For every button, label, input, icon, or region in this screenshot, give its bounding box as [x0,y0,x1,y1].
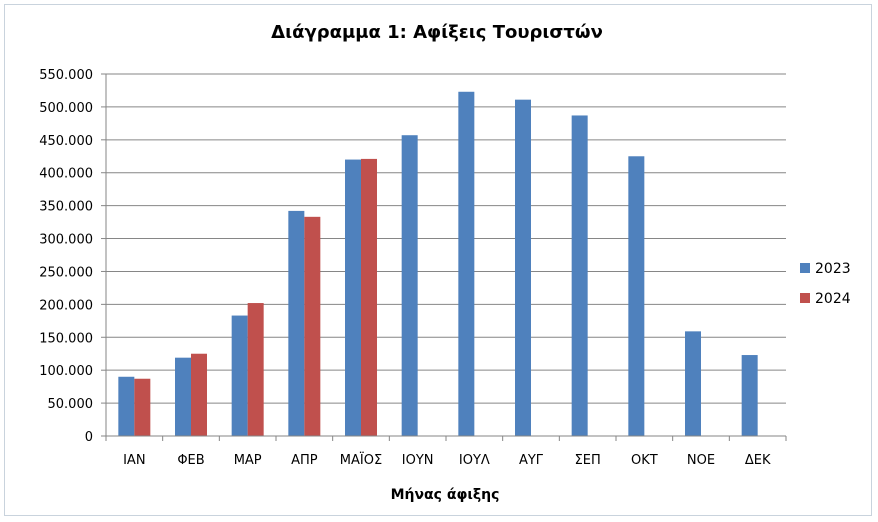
y-tick-label: 550.000 [39,68,93,83]
x-tick-label: ΑΥΓ [519,453,544,468]
bar-2024-ΜΑΡ [247,303,264,436]
x-tick-labels: ΙΑΝ ΦΕΒ ΜΑΡ ΑΠΡ ΜΑΪΟΣ ΙΟΥΝ ΙΟΥΛ ΑΥΓ ΣΕΠ ΟΚΤ ΝΟΕ ΔΕΚ [123,452,771,468]
axes [105,74,787,441]
bar-2023-ΝΟΕ [685,331,701,436]
legend-label-2023: 2023 [815,261,851,277]
y-tick-label: 250.000 [39,265,93,280]
x-tick-label: ΝΟΕ [687,453,715,468]
x-tick-label: ΣΕΠ [575,453,601,468]
bar-2024-ΙΑΝ [134,378,151,436]
x-tick-label: ΔΕΚ [745,453,771,468]
y-tick-label: 150.000 [39,331,93,346]
gridlines [101,73,786,437]
x-tick-label: ΑΠΡ [291,453,318,468]
bar-2024-ΜΑΪΟΣ [361,158,377,436]
x-axis-title: Μήνας άφιξης [391,487,500,503]
bar-2023-ΙΟΥΛ [458,91,475,437]
bars [118,91,758,437]
bar-2023-ΟΚΤ [628,156,645,437]
bar-2023-ΙΑΝ [118,376,135,436]
y-tick-label: 50.000 [48,397,94,412]
bar-2023-ΔΕΚ [741,355,758,436]
bar-2023-ΜΑΪΟΣ [345,159,361,436]
x-tick-label: ΙΑΝ [123,453,145,468]
y-tick-label: 400.000 [39,167,93,182]
bar-2023-ΑΥΓ [515,99,531,436]
bar-2023-ΑΠΡ [288,210,305,436]
chart-title: Διάγραμμα 1: Αφίξεις Τουριστών [271,22,603,43]
x-tick-label: ΙΟΥΛ [459,453,490,468]
y-tick-label: 200.000 [39,298,93,313]
y-tick-label: 0 [85,430,93,445]
bar-2023-ΙΟΥΝ [401,135,418,436]
y-tick-labels: 0 50.000 100.000 150.000 200.000 250.000 300.0… [39,68,93,445]
x-tick-label: ΦΕΒ [177,453,204,468]
legend-swatch-2024 [800,293,810,303]
legend: 2023 2024 [800,261,851,307]
bar-2023-ΣΕΠ [571,115,588,436]
y-tick-label: 450.000 [39,134,93,149]
x-tick-label: ΟΚΤ [631,453,658,468]
bar-2024-ΑΠΡ [304,216,321,436]
y-tick-label: 100.000 [39,364,93,379]
x-tick-label: ΜΑΪΟΣ [340,452,382,468]
y-tick-label: 350.000 [39,200,93,215]
x-tick-label: ΜΑΡ [234,453,262,468]
y-tick-label: 500.000 [39,101,93,116]
legend-label-2024: 2024 [815,291,851,307]
bar-2023-ΦΕΒ [175,357,191,436]
x-tick-label: ΙΟΥΝ [402,453,434,468]
legend-swatch-2023 [800,263,810,273]
bar-2024-ΦΕΒ [191,353,207,436]
bar-2023-ΜΑΡ [231,315,248,436]
y-tick-label: 300.000 [39,233,93,248]
